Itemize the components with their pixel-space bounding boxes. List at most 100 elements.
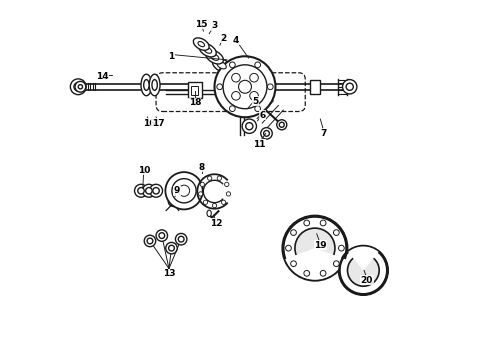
Text: 3: 3 [211, 21, 218, 30]
Circle shape [78, 85, 82, 89]
Circle shape [146, 188, 152, 194]
Circle shape [178, 185, 190, 196]
Circle shape [304, 220, 310, 226]
Wedge shape [348, 247, 379, 270]
Text: 7: 7 [321, 129, 327, 138]
Ellipse shape [141, 74, 152, 96]
Circle shape [212, 203, 217, 208]
Text: 14: 14 [96, 72, 109, 81]
Circle shape [264, 131, 270, 136]
Circle shape [339, 245, 344, 251]
Text: 2: 2 [220, 34, 226, 43]
Circle shape [208, 176, 212, 180]
Circle shape [153, 188, 159, 194]
Ellipse shape [144, 80, 149, 90]
Text: 18: 18 [189, 98, 201, 107]
Ellipse shape [204, 47, 212, 53]
Circle shape [291, 230, 296, 235]
Circle shape [250, 91, 258, 100]
Circle shape [304, 270, 310, 276]
Circle shape [74, 82, 82, 91]
Circle shape [203, 200, 208, 204]
Circle shape [200, 182, 204, 186]
Bar [310, 80, 320, 94]
Text: 16: 16 [143, 119, 155, 128]
Circle shape [277, 120, 287, 130]
Circle shape [279, 122, 284, 127]
Circle shape [343, 80, 357, 94]
Ellipse shape [149, 74, 160, 96]
Text: 15: 15 [195, 19, 207, 28]
Circle shape [320, 270, 326, 276]
Circle shape [138, 188, 144, 194]
Circle shape [291, 261, 296, 266]
Ellipse shape [213, 58, 231, 72]
Bar [188, 82, 202, 98]
Circle shape [159, 233, 165, 238]
Circle shape [175, 233, 187, 245]
Circle shape [71, 79, 86, 95]
Text: 19: 19 [314, 241, 327, 250]
Text: 6: 6 [259, 111, 266, 120]
Text: 13: 13 [163, 269, 175, 278]
Circle shape [239, 80, 251, 93]
Circle shape [215, 56, 275, 117]
Circle shape [286, 245, 292, 251]
Circle shape [224, 182, 229, 186]
Bar [191, 86, 198, 95]
Circle shape [166, 172, 203, 210]
Circle shape [198, 192, 203, 196]
Text: 10: 10 [138, 166, 150, 175]
Text: 1: 1 [169, 52, 174, 61]
Text: 4: 4 [233, 36, 239, 45]
Circle shape [245, 123, 253, 130]
Circle shape [232, 73, 240, 82]
Circle shape [232, 91, 240, 100]
Circle shape [143, 184, 155, 197]
Circle shape [149, 184, 163, 197]
Circle shape [334, 261, 339, 266]
Circle shape [168, 197, 178, 207]
Circle shape [75, 81, 86, 92]
Text: 20: 20 [361, 276, 373, 285]
Circle shape [250, 73, 258, 82]
Circle shape [334, 230, 339, 235]
Circle shape [169, 245, 174, 251]
Circle shape [242, 119, 256, 134]
Circle shape [217, 176, 221, 180]
Circle shape [255, 106, 261, 112]
Circle shape [217, 84, 222, 90]
Circle shape [339, 246, 388, 295]
Ellipse shape [210, 54, 219, 60]
Circle shape [255, 62, 261, 68]
Circle shape [283, 216, 347, 280]
Ellipse shape [152, 80, 157, 90]
Circle shape [147, 238, 153, 244]
Circle shape [135, 184, 147, 197]
Ellipse shape [199, 44, 216, 57]
Circle shape [261, 128, 272, 139]
Circle shape [295, 228, 335, 268]
Text: 8: 8 [199, 163, 205, 172]
Text: 17: 17 [152, 119, 165, 128]
Circle shape [223, 65, 267, 109]
Circle shape [144, 235, 156, 247]
Circle shape [178, 236, 184, 242]
Circle shape [172, 179, 196, 203]
Circle shape [268, 84, 273, 90]
Circle shape [229, 106, 235, 112]
Circle shape [156, 230, 168, 241]
Ellipse shape [207, 210, 211, 217]
Text: 5: 5 [253, 96, 259, 105]
Circle shape [347, 255, 379, 286]
Wedge shape [285, 248, 344, 280]
Text: 11: 11 [253, 140, 266, 149]
Ellipse shape [217, 62, 226, 69]
Ellipse shape [206, 50, 223, 64]
Ellipse shape [198, 41, 204, 47]
Circle shape [346, 83, 353, 90]
Circle shape [229, 62, 235, 68]
Text: 12: 12 [210, 219, 222, 228]
Circle shape [320, 220, 326, 226]
Circle shape [166, 242, 177, 254]
